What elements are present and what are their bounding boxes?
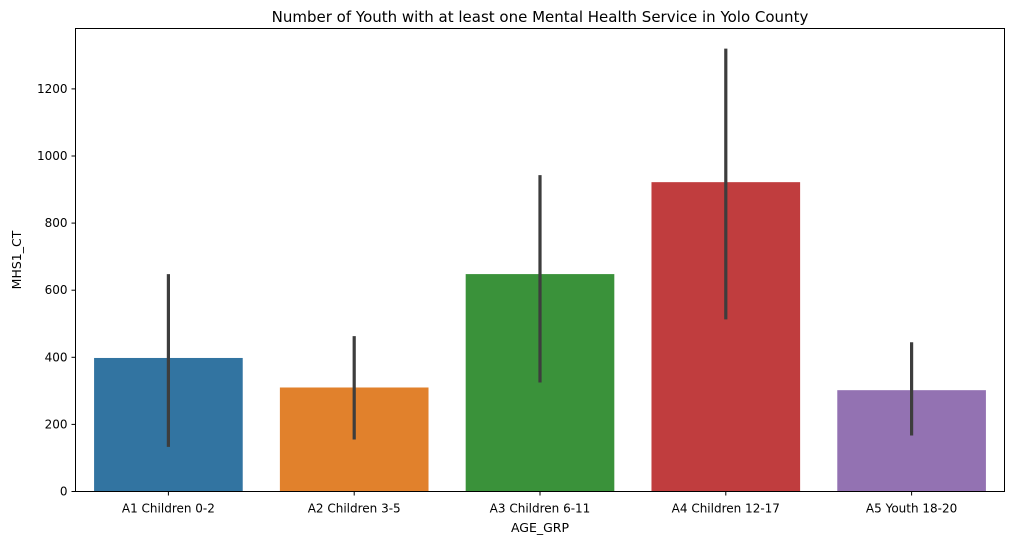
y-axis: 0 200 400 600 800 1000 1200 <box>37 82 76 499</box>
y-tick-label: 1200 <box>37 82 68 96</box>
y-tick-label: 800 <box>45 216 68 230</box>
plot-frame <box>75 28 1005 492</box>
chart-title: Number of Youth with at least one Mental… <box>272 8 809 26</box>
x-axis-label: AGE_GRP <box>511 520 570 535</box>
x-axis: A1 Children 0-2 A2 Children 3-5 A3 Childre… <box>122 491 957 516</box>
x-tick-label: A3 Children 6-11 <box>490 502 591 516</box>
x-tick-label: A1 Children 0-2 <box>122 502 215 516</box>
error-bars <box>166 48 914 447</box>
y-axis-label: MHS1_CT <box>9 230 24 289</box>
y-tick-label: 600 <box>45 283 68 297</box>
x-tick-label: A5 Youth 18-20 <box>866 502 957 516</box>
y-tick-label: 200 <box>45 417 68 431</box>
x-tick-label: A2 Children 3-5 <box>308 502 401 516</box>
y-tick-label: 1000 <box>37 149 68 163</box>
x-tick-label: A4 Children 12-17 <box>672 502 780 516</box>
y-tick-label: 0 <box>60 485 68 499</box>
y-tick-label: 400 <box>45 350 68 364</box>
